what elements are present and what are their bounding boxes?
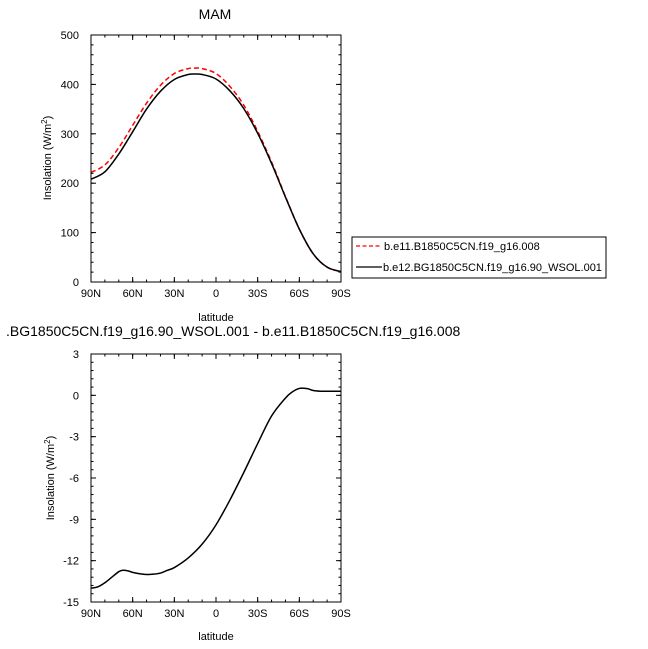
bottom-x-tick-label: 90N <box>81 608 101 620</box>
top-y-tick-label: 300 <box>61 129 79 141</box>
top-y-tick-label: 400 <box>61 79 79 91</box>
bottom-y-tick-label: -6 <box>69 473 79 485</box>
top-x-tick-label: 90S <box>331 288 351 300</box>
top-chart-frame <box>90 34 342 283</box>
bottom-x-tick-label: 0 <box>213 608 219 620</box>
top-y-tick-label: 200 <box>61 178 79 190</box>
top-x-tick-label: 60S <box>290 288 310 300</box>
top-x-tick-label: 30N <box>164 288 184 300</box>
legend-label-control: b.e11.B1850C5CN.f19_g16.008 <box>384 241 540 253</box>
bottom-chart-ylabel: Insolation (W/m2) <box>43 436 57 521</box>
bottom-y-tick-label: -9 <box>69 514 79 526</box>
top-x-tick-label: 0 <box>213 288 219 300</box>
legend-box <box>351 236 607 279</box>
bottom-chart: .BG1850C5CN.f19_g16.90_WSOL.001 - b.e11.… <box>6 323 460 643</box>
top-chart-series <box>90 67 342 273</box>
top-y-tick-label: 0 <box>73 277 79 289</box>
top-chart-ylabel: Insolation (W/m2) <box>40 116 54 201</box>
top-y-tick-label: 100 <box>61 228 79 240</box>
top-series-line-dashed-0 <box>90 67 342 273</box>
bottom-chart-series <box>90 387 341 589</box>
bottom-y-tick-label: 0 <box>73 390 79 402</box>
bottom-y-tick-label: -15 <box>63 597 79 609</box>
bottom-y-tick-label: -3 <box>69 432 79 444</box>
bottom-chart-xlabel: latitude <box>198 631 233 643</box>
bottom-y-tick-label: -12 <box>63 556 79 568</box>
bottom-y-tick-label: 3 <box>73 349 79 361</box>
top-chart-xlabel: latitude <box>198 312 233 324</box>
legend: b.e11.B1850C5CN.f19_g16.008 b.e12.BG1850… <box>351 236 607 279</box>
bottom-x-tick-label: 30N <box>164 608 184 620</box>
top-x-tick-label: 60N <box>123 288 143 300</box>
top-x-tick-label: 30S <box>248 288 268 300</box>
bottom-x-tick-label: 60S <box>290 608 310 620</box>
bottom-series-line-solid-0 <box>90 387 341 589</box>
top-x-tick-label: 90N <box>81 288 101 300</box>
top-y-tick-label: 500 <box>61 30 79 42</box>
bottom-x-tick-label: 30S <box>248 608 268 620</box>
top-chart-ticks: 90N 60N 30N 0 30S 60S 90S 0 100 200 300 400 500 <box>61 30 351 300</box>
bottom-chart-ticks: 90N 60N 30N 0 30S 60S 90S -15 -12 -9 -6 -3 0 3 <box>63 349 351 620</box>
legend-label-experiment: b.e12.BG1850C5CN.f19_g16.90_WSOL.001 <box>383 262 602 274</box>
top-chart-title: MAM <box>199 6 232 22</box>
bottom-x-tick-label: 60N <box>123 608 143 620</box>
top-series-line-solid-1 <box>90 73 342 273</box>
bottom-chart-title: .BG1850C5CN.f19_g16.90_WSOL.001 - b.e11.… <box>6 323 460 339</box>
bottom-chart-frame <box>90 353 342 603</box>
bottom-x-tick-label: 90S <box>331 608 351 620</box>
top-chart: MAM 90N 60N 30N 0 30S 60S 90S0100200300400500 … <box>40 6 351 324</box>
